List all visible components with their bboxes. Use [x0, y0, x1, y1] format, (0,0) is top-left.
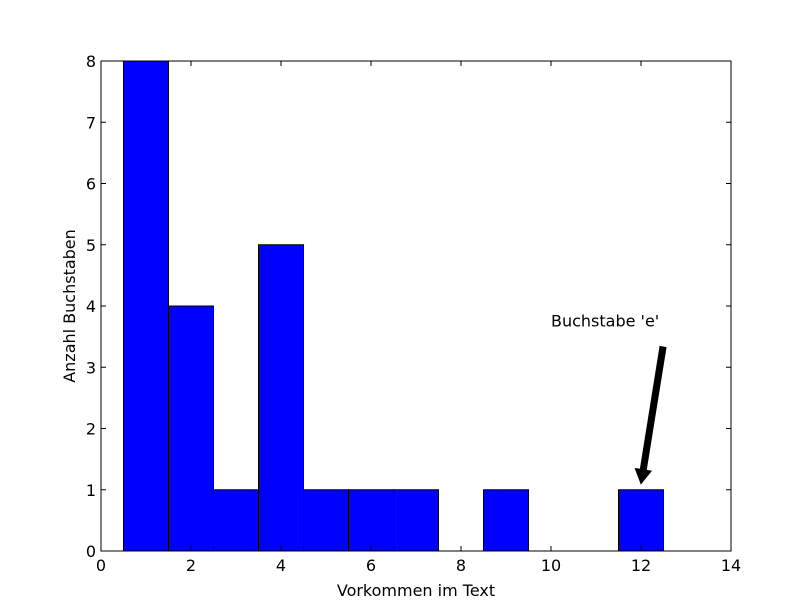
- x-tick-label-8: 8: [456, 556, 466, 575]
- x-tick-label-14: 14: [721, 556, 741, 575]
- y-tick-label-1: 1: [86, 481, 96, 500]
- bar-1: [123, 60, 169, 552]
- bar-12: [618, 489, 664, 552]
- annotation-label: Buchstabe 'e': [551, 312, 659, 331]
- annotation-group: Buchstabe 'e': [551, 312, 667, 485]
- x-tick-label-2: 2: [186, 556, 196, 575]
- y-tick-label-2: 2: [86, 420, 96, 439]
- y-tick-label-3: 3: [86, 358, 96, 377]
- x-tick-label-6: 6: [366, 556, 376, 575]
- bar-4: [258, 244, 304, 552]
- y-tick-label-7: 7: [86, 113, 96, 132]
- y-tick-label-5: 5: [86, 236, 96, 255]
- bars-group: [123, 60, 664, 552]
- annotation-arrow: [634, 345, 667, 485]
- x-axis-label: Vorkommen im Text: [337, 581, 495, 600]
- y-tick-label-8: 8: [86, 52, 96, 71]
- y-tick-label-6: 6: [86, 175, 96, 194]
- bar-6: [348, 489, 394, 552]
- x-tick-label-4: 4: [276, 556, 286, 575]
- x-tick-label-10: 10: [541, 556, 561, 575]
- bar-3: [213, 489, 259, 552]
- y-tick-label-0: 0: [86, 542, 96, 561]
- x-tick-label-12: 12: [631, 556, 651, 575]
- y-tick-label-4: 4: [86, 297, 96, 316]
- x-tick-label-0: 0: [96, 556, 106, 575]
- bar-9: [483, 489, 529, 552]
- bar-2: [168, 305, 214, 552]
- bar-7: [393, 489, 439, 552]
- y-axis-label: Anzahl Buchstaben: [60, 229, 79, 383]
- bar-5: [303, 489, 349, 552]
